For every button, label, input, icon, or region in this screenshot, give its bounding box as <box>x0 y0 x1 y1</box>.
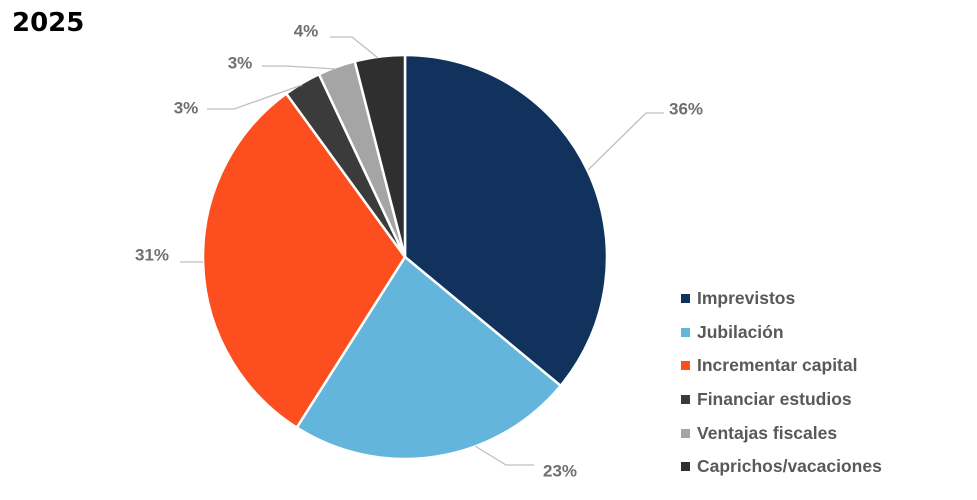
data-label-incrementar-capital: 31% <box>135 245 169 264</box>
legend-item-incrementar-capital: Incrementar capital <box>681 349 882 383</box>
legend-swatch <box>681 395 690 405</box>
legend-item-caprichos-vacaciones: Caprichos/vacaciones <box>681 450 882 484</box>
data-label-jubilacion: 23% <box>543 461 577 480</box>
legend-swatch <box>681 462 690 472</box>
data-label-financiar-estudios: 3% <box>174 98 199 117</box>
pie-slice-jubilacion <box>295 255 563 461</box>
leader-line-caprichos-vacaciones <box>330 36 379 59</box>
pie-slices <box>201 53 609 461</box>
leader-line-financiar-estudios <box>207 84 303 110</box>
legend: Imprevistos Jubilación Incrementar capital… <box>681 282 882 484</box>
legend-swatch <box>681 327 690 337</box>
legend-item-ventajas-fiscales: Ventajas fiscales <box>681 416 882 450</box>
legend-item-imprevistos: Imprevistos <box>681 282 882 316</box>
legend-label: Financiar estudios <box>697 389 852 410</box>
data-label-ventajas-fiscales: 3% <box>228 53 253 72</box>
pie-slice-imprevistos <box>403 53 609 388</box>
data-labels: 36% 23% 31% 3% 3% 4% <box>135 21 703 480</box>
legend-label: Jubilación <box>697 321 784 342</box>
legend-label: Caprichos/vacaciones <box>697 456 882 477</box>
legend-swatch <box>681 294 690 304</box>
legend-item-financiar-estudios: Financiar estudios <box>681 383 882 417</box>
legend-label: Imprevistos <box>697 288 796 309</box>
leader-line-jubilacion <box>474 445 534 466</box>
chart-title: 2025 <box>12 8 85 38</box>
pie-slice-caprichos-vacaciones <box>353 53 407 258</box>
leader-line-imprevistos <box>587 112 664 171</box>
legend-label: Ventajas fiscales <box>697 422 838 443</box>
data-label-caprichos-vacaciones: 4% <box>294 21 319 40</box>
leader-line-ventajas-fiscales <box>262 65 337 70</box>
pie-slice-incrementar-capital <box>201 91 407 430</box>
data-label-imprevistos: 36% <box>669 99 703 118</box>
legend-label: Incrementar capital <box>697 355 858 376</box>
legend-item-jubilacion: Jubilación <box>681 316 882 350</box>
legend-swatch <box>681 428 690 438</box>
legend-swatch <box>681 361 690 371</box>
leader-lines <box>180 36 664 466</box>
